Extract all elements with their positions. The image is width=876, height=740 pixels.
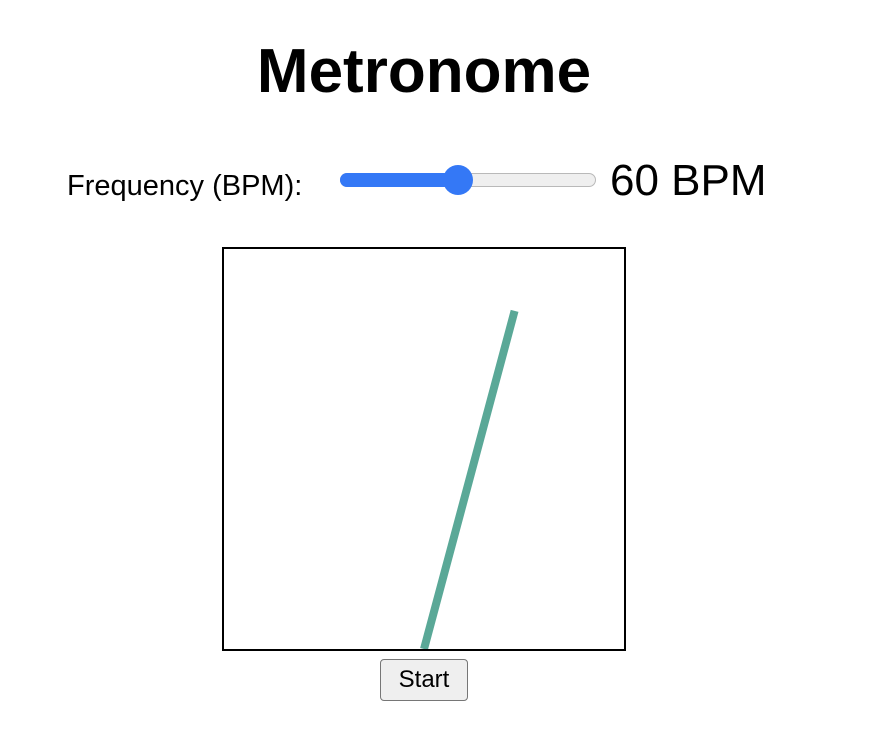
frequency-label: Frequency (BPM): <box>67 170 303 202</box>
start-button[interactable]: Start <box>380 659 468 701</box>
pendulum-arm <box>420 309 519 649</box>
slider-thumb[interactable] <box>443 165 473 195</box>
slider-fill <box>340 173 458 187</box>
pendulum-canvas <box>222 247 626 651</box>
pendulum-drawing <box>420 309 519 649</box>
page-title: Metronome <box>256 37 592 106</box>
bpm-slider[interactable] <box>340 165 596 195</box>
bpm-readout: 60 BPM <box>610 156 767 205</box>
